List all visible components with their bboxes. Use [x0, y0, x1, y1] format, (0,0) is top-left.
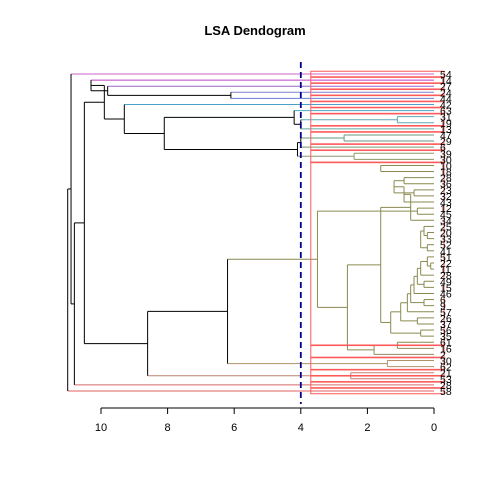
- x-tick-label: 2: [364, 422, 370, 434]
- leaf-label: 57: [440, 307, 452, 319]
- chart-title: LSA Dendogram: [204, 23, 305, 38]
- leaf-label: 41: [440, 246, 452, 258]
- x-tick-label: 6: [231, 422, 237, 434]
- cluster-box: [310, 375, 445, 383]
- leaf-label: 54: [440, 69, 452, 81]
- x-axis: 10 8 6 4 2 0: [95, 407, 437, 434]
- leaf-labels: 5414272444426331191347296393010182836233…: [440, 69, 452, 398]
- cluster-box: [310, 369, 445, 376]
- leaf-label: 44: [440, 93, 452, 105]
- leaf-label: 20: [440, 228, 452, 240]
- leaf-label: 12: [440, 203, 452, 215]
- leaf-label: 51: [440, 252, 452, 264]
- leaf-label: 33: [440, 234, 452, 246]
- leaf-label: 52: [440, 240, 452, 252]
- leaf-label: 16: [440, 343, 452, 355]
- cluster-box: [310, 70, 445, 78]
- leaf-label: 6: [440, 142, 446, 154]
- leaf-label: 27: [440, 81, 452, 93]
- cluster-box: [310, 107, 445, 114]
- leaf-label: 29: [440, 136, 452, 148]
- cluster-box: [310, 76, 445, 84]
- cluster-box: [310, 387, 445, 395]
- leaf-label: 30: [440, 356, 452, 368]
- leaf-label: 45: [440, 209, 452, 221]
- leaf-label: 18: [440, 167, 452, 179]
- leaf-label: 26: [440, 313, 452, 325]
- leaf-label: 39: [440, 148, 452, 160]
- leaf-label: 63: [440, 106, 452, 118]
- leaf-label: 43: [440, 197, 452, 209]
- cluster-box: [310, 162, 445, 346]
- leaf-label: 22: [440, 258, 452, 270]
- x-tick-label: 10: [95, 422, 107, 434]
- cluster-box: [310, 101, 445, 108]
- cluster-box: [310, 381, 445, 389]
- leaf-label: 19: [440, 118, 452, 130]
- leaf-label: 32: [440, 191, 452, 203]
- leaf-label: 61: [440, 337, 452, 349]
- leaf-label: 9: [440, 301, 446, 313]
- leaf-label: 15: [440, 282, 452, 294]
- leaf-label: 6: [440, 295, 446, 307]
- leaf-label: 24: [440, 87, 452, 99]
- cluster-box: [310, 95, 445, 102]
- x-tick-label: 4: [298, 422, 304, 434]
- leaf-label: 21: [440, 368, 452, 380]
- leaf-label: 56: [440, 325, 452, 337]
- leaf-label: 42: [440, 99, 452, 111]
- cluster-box: [310, 113, 445, 127]
- cluster-box: [310, 125, 445, 133]
- leaf-label: 28: [440, 380, 452, 392]
- leaf-label: 62: [440, 362, 452, 374]
- leaf-label: 2: [440, 349, 446, 361]
- leaf-label: 47: [440, 130, 452, 142]
- cluster-box: [310, 357, 445, 370]
- leaf-label: 13: [440, 124, 452, 136]
- leaf-label: 31: [440, 112, 452, 124]
- dendrogram-branches: [67, 73, 434, 392]
- leaf-label: 35: [440, 331, 452, 343]
- leaf-label: 36: [440, 179, 452, 191]
- x-tick-label: 8: [165, 422, 171, 434]
- leaf-label: 10: [440, 160, 452, 172]
- leaf-label: 23: [440, 185, 452, 197]
- cluster-box: [310, 131, 445, 145]
- leaf-label: 49: [440, 276, 452, 288]
- cluster-box: [310, 89, 445, 96]
- leaf-label: 37: [440, 319, 452, 331]
- cluster-box: [310, 143, 445, 151]
- leaf-label: 11: [440, 264, 451, 276]
- leaf-label: 30: [440, 154, 452, 166]
- leaf-label: 46: [440, 288, 452, 300]
- cluster-boxes: [310, 70, 445, 395]
- cluster-box: [310, 345, 445, 358]
- cluster-box: [310, 150, 445, 163]
- cluster-box: [310, 82, 445, 90]
- leaf-label: 25: [440, 221, 452, 233]
- leaf-label: 53: [440, 374, 452, 386]
- leaf-label: 14: [440, 75, 452, 87]
- leaf-label: 58: [440, 386, 452, 398]
- leaf-label: 28: [440, 173, 452, 185]
- leaf-label: 28: [440, 270, 452, 282]
- leaf-label: 34: [440, 215, 452, 227]
- x-tick-label: 0: [431, 422, 437, 434]
